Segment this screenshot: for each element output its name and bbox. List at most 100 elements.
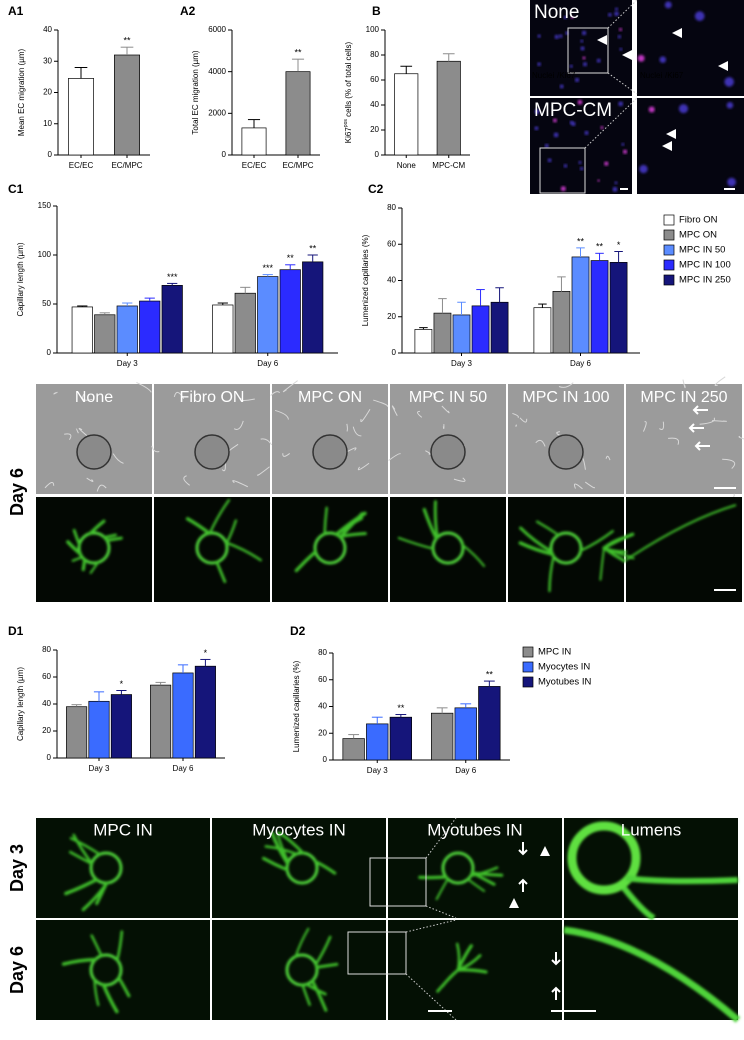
bar bbox=[342, 738, 365, 761]
x-tick-label: Day 3 bbox=[451, 359, 472, 368]
cell-nucleus bbox=[569, 120, 574, 125]
cell-trace bbox=[282, 380, 298, 393]
lumen-ring bbox=[441, 851, 475, 885]
cell-trace bbox=[442, 424, 445, 429]
y-axis-label: Capillary length (µm) bbox=[16, 242, 25, 316]
y-tick-label: 2000 bbox=[208, 108, 226, 117]
bar bbox=[234, 292, 256, 354]
lumen-zoom bbox=[563, 926, 741, 1023]
x-tick-label: EC/EC bbox=[69, 161, 94, 170]
bead bbox=[312, 434, 348, 470]
sprout-branch bbox=[397, 536, 435, 550]
zoom-line bbox=[607, 72, 638, 95]
cell-nucleus bbox=[537, 62, 541, 66]
sprout-branch bbox=[71, 556, 84, 562]
cell-nucleus bbox=[580, 46, 585, 51]
panel-label: D2 bbox=[290, 624, 306, 638]
cell-trace bbox=[81, 393, 93, 401]
cell-trace bbox=[233, 420, 244, 430]
cell-nucleus bbox=[614, 11, 619, 17]
zoom-line bbox=[405, 919, 457, 933]
bead bbox=[76, 434, 112, 470]
cell-nucleus bbox=[617, 35, 622, 39]
bar bbox=[414, 329, 433, 354]
cell-nucleus bbox=[578, 160, 582, 165]
bar bbox=[471, 305, 490, 354]
y-tick-label: 150 bbox=[38, 201, 52, 210]
cell-trace bbox=[573, 483, 583, 490]
cell-trace bbox=[240, 397, 255, 401]
sprout-branch bbox=[621, 875, 739, 921]
bar bbox=[116, 305, 138, 354]
y-axis-label-part: Ki67 bbox=[344, 127, 353, 144]
zoom-box bbox=[347, 931, 407, 975]
bar bbox=[285, 71, 311, 156]
legend-swatch bbox=[522, 646, 534, 658]
cell-trace bbox=[232, 480, 249, 488]
cell-trace bbox=[183, 475, 190, 486]
capillary-sprout bbox=[262, 831, 337, 885]
bar bbox=[533, 307, 552, 354]
cell-trace bbox=[270, 391, 281, 396]
arrowhead bbox=[622, 50, 632, 60]
sprout-branch bbox=[276, 831, 290, 863]
y-tick-label: 40 bbox=[318, 702, 327, 711]
x-tick-label: Day 6 bbox=[455, 766, 476, 775]
lumen-ring bbox=[195, 531, 229, 565]
significance: * bbox=[204, 648, 208, 658]
micrograph bbox=[637, 98, 744, 194]
cell-trace bbox=[659, 421, 665, 430]
legend-label: MPC IN 250 bbox=[679, 275, 731, 286]
cell-trace bbox=[96, 484, 107, 492]
cell-trace bbox=[417, 410, 423, 418]
sprout-branch bbox=[310, 979, 328, 1012]
bar bbox=[436, 60, 461, 156]
bar bbox=[590, 260, 609, 354]
sprout-branch bbox=[88, 519, 106, 536]
bar bbox=[571, 256, 590, 354]
cell-trace bbox=[53, 391, 58, 395]
y-tick-label: 4000 bbox=[208, 67, 226, 76]
cell-nucleus bbox=[559, 84, 564, 89]
cell-trace bbox=[512, 412, 519, 419]
cell-nucleus bbox=[727, 177, 736, 187]
bar bbox=[139, 300, 161, 354]
legend-label: MPC IN 100 bbox=[679, 260, 731, 271]
sprout-branch bbox=[315, 962, 339, 969]
cell-trace bbox=[432, 392, 437, 399]
cell-nucleus bbox=[581, 30, 587, 36]
cell-trace bbox=[682, 379, 686, 389]
cell-nucleus bbox=[584, 130, 589, 135]
y-tick-label: 10 bbox=[43, 119, 52, 128]
image-label: Fibro ON bbox=[180, 389, 245, 406]
bar bbox=[257, 276, 279, 354]
sprout-branch bbox=[535, 520, 560, 537]
y-tick-label: 40 bbox=[43, 25, 52, 34]
legend-swatch bbox=[522, 661, 534, 673]
bar bbox=[172, 672, 194, 759]
cell-trace bbox=[112, 453, 124, 464]
cell-trace bbox=[712, 420, 727, 422]
sprout-branch bbox=[115, 930, 124, 962]
y-axis-label: Ki67pos cells (% of total cells) bbox=[343, 41, 353, 143]
cell-nucleus bbox=[577, 99, 583, 105]
y-tick-label: 40 bbox=[370, 100, 379, 109]
cell-trace bbox=[738, 435, 744, 440]
y-tick-label: 80 bbox=[387, 203, 396, 212]
y-tick-label: 100 bbox=[366, 25, 380, 34]
sprout-branch bbox=[469, 866, 499, 878]
cell-nucleus bbox=[558, 34, 563, 38]
cell-trace bbox=[714, 376, 726, 386]
legend-label: MPC IN 50 bbox=[679, 245, 725, 256]
arrowhead bbox=[509, 898, 519, 908]
capillary-sprout bbox=[66, 519, 123, 574]
y-tick-label: 80 bbox=[42, 645, 51, 654]
panel-label: C1 bbox=[8, 182, 24, 196]
cell-nucleus bbox=[563, 15, 567, 20]
cell-nucleus bbox=[726, 101, 734, 109]
cell-trace bbox=[64, 433, 72, 440]
sprout-branch bbox=[81, 558, 87, 572]
sprout-branch bbox=[518, 541, 555, 556]
micrograph bbox=[36, 818, 210, 918]
cell-nucleus bbox=[580, 39, 584, 43]
